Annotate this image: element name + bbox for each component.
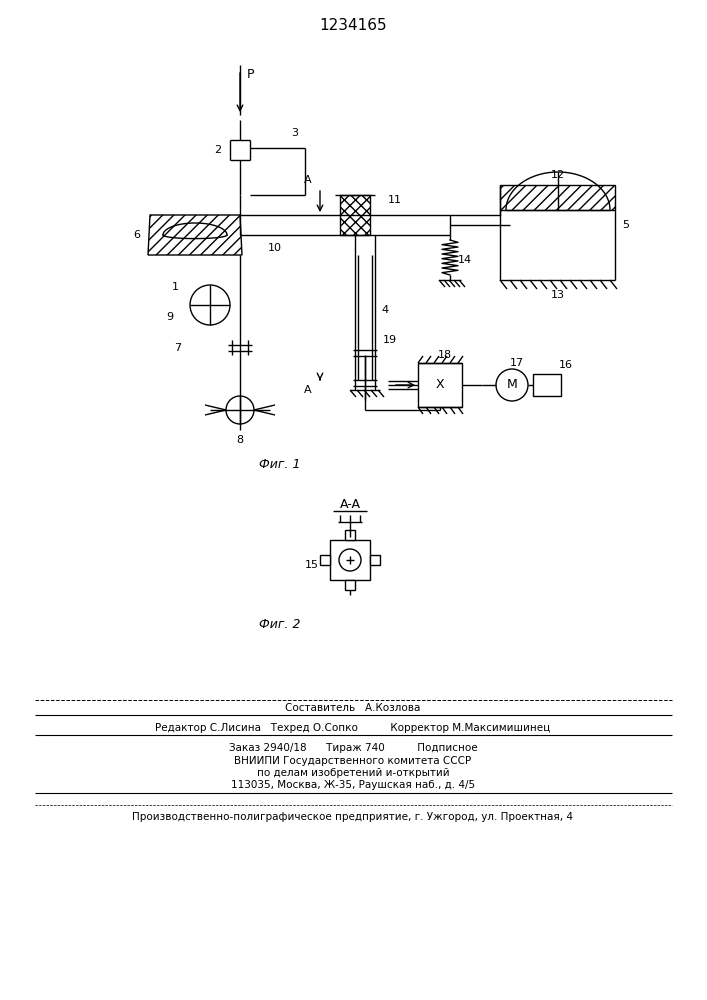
Bar (370, 555, 380, 565)
Text: Редактор С.Лисина   Техред О.Сопко          Корректор М.Максимишинец: Редактор С.Лисина Техред О.Сопко Коррект… (156, 723, 551, 733)
Bar (345, 580, 355, 590)
Text: 2: 2 (214, 145, 221, 155)
Text: Составитель   А.Козлова: Составитель А.Козлова (286, 703, 421, 713)
Text: 18: 18 (438, 350, 452, 360)
Text: 5: 5 (622, 220, 629, 230)
Text: A: A (304, 175, 312, 185)
Text: 8: 8 (236, 435, 244, 445)
Text: 3: 3 (291, 128, 298, 138)
Text: по делам изобретений и-открытий: по делам изобретений и-открытий (257, 768, 450, 778)
Text: 7: 7 (175, 343, 182, 353)
Text: Фиг. 1: Фиг. 1 (259, 458, 300, 472)
Bar (320, 555, 330, 565)
Text: 11: 11 (388, 195, 402, 205)
Text: 16: 16 (559, 360, 573, 370)
Text: M: M (507, 378, 518, 391)
Text: 14: 14 (458, 255, 472, 265)
Bar (330, 540, 370, 580)
Text: 12: 12 (551, 170, 565, 180)
Text: 4: 4 (382, 305, 389, 315)
Polygon shape (148, 215, 242, 255)
Text: P: P (246, 68, 254, 82)
Text: Производственно-полиграфическое предприятие, г. Ужгород, ул. Проектная, 4: Производственно-полиграфическое предприя… (132, 812, 573, 822)
Bar (418, 363, 462, 407)
Text: 17: 17 (510, 358, 524, 368)
Text: X: X (436, 378, 444, 391)
Text: 9: 9 (166, 312, 173, 322)
Text: 10: 10 (268, 243, 282, 253)
Text: A: A (304, 385, 312, 395)
Text: A-A: A-A (339, 498, 361, 512)
Bar (345, 530, 355, 540)
Text: ВНИИПИ Государственного комитета СССР: ВНИИПИ Государственного комитета СССР (235, 756, 472, 766)
Text: Заказ 2940/18      Тираж 740          Подписное: Заказ 2940/18 Тираж 740 Подписное (228, 743, 477, 753)
Text: 1: 1 (172, 282, 178, 292)
Bar (500, 185, 615, 210)
Text: 113035, Москва, Ж-35, Раушская наб., д. 4/5: 113035, Москва, Ж-35, Раушская наб., д. … (231, 780, 475, 790)
Text: 19: 19 (383, 335, 397, 345)
Text: Фиг. 2: Фиг. 2 (259, 618, 300, 632)
Bar (533, 374, 561, 396)
Text: 1234165: 1234165 (319, 17, 387, 32)
Text: 13: 13 (551, 290, 565, 300)
Bar (340, 195, 370, 235)
Text: 15: 15 (305, 560, 319, 570)
Text: 6: 6 (134, 230, 141, 240)
